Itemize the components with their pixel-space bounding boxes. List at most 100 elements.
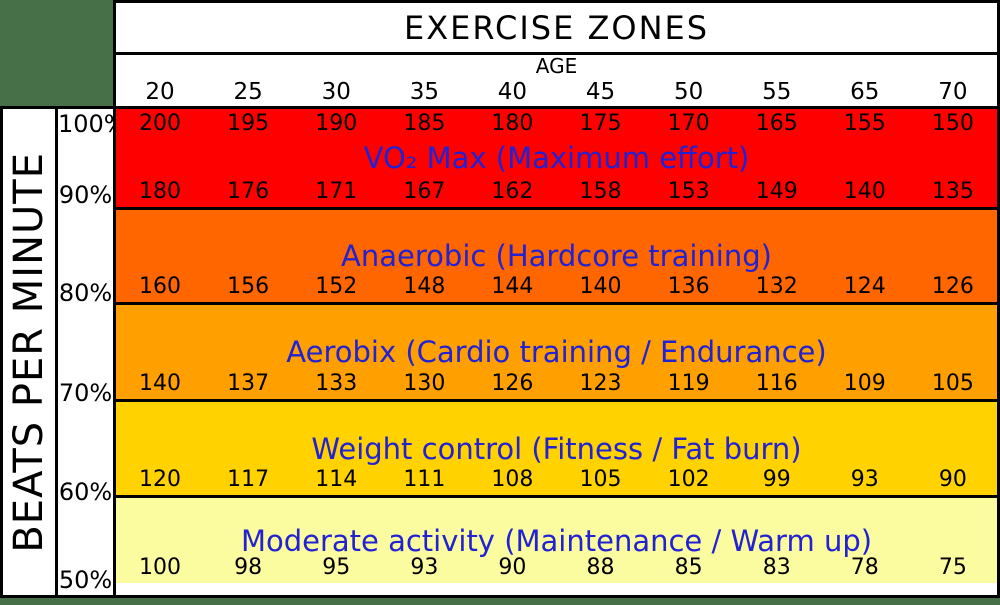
bpm-value: 105	[579, 467, 622, 492]
bpm-value: 111	[403, 467, 446, 492]
zone-band: Aerobix (Cardio training / Endurance) 140…	[116, 305, 997, 402]
bpm-value: 126	[491, 371, 534, 396]
bpm-value: 176	[227, 179, 270, 204]
bpm-value: 165	[755, 111, 798, 136]
bpm-value: 100	[139, 555, 182, 580]
bpm-value: 156	[227, 274, 270, 299]
bpm-value: 126	[931, 274, 974, 299]
bpm-value: 162	[491, 179, 534, 204]
percent-label: 60%	[58, 478, 113, 506]
bpm-value: 114	[315, 467, 358, 492]
y-axis: BEATS PER MINUTE	[0, 106, 58, 598]
bpm-value: 130	[403, 371, 446, 396]
bpm-value: 85	[674, 555, 703, 580]
bpm-value: 180	[491, 111, 534, 136]
bpm-value: 98	[234, 555, 263, 580]
age-tick-label: 65	[850, 78, 880, 105]
age-tick-label: 25	[233, 78, 263, 105]
bpm-value: 185	[403, 111, 446, 136]
bpm-value: 175	[579, 111, 622, 136]
bpm-value: 93	[850, 467, 879, 492]
zone-band: Moderate activity (Maintenance / Warm up…	[116, 498, 997, 583]
bpm-value: 140	[139, 371, 182, 396]
age-tick-label: 40	[497, 78, 528, 105]
bpm-value: 108	[491, 467, 534, 492]
age-tick-label: 30	[321, 78, 351, 105]
bpm-value: 88	[586, 555, 615, 580]
age-header: AGE 20 25 30 35 40 45 50 55 65 70	[113, 52, 1000, 109]
bpm-value: 90	[938, 467, 967, 492]
percent-label: 90%	[58, 181, 113, 209]
bpm-value: 116	[755, 371, 798, 396]
bpm-value: 153	[667, 179, 710, 204]
bpm-value: 93	[410, 555, 439, 580]
bpm-value: 190	[315, 111, 358, 136]
bpm-value: 150	[931, 111, 974, 136]
page-title: EXERCISE ZONES	[403, 8, 710, 47]
bpm-value: 109	[843, 371, 886, 396]
bpm-value: 140	[843, 179, 886, 204]
age-tick-label: 20	[145, 78, 175, 105]
bpm-value: 160	[139, 274, 182, 299]
bpm-value-row: 120 117 114 111 108 105 102 99 93 90	[116, 467, 997, 493]
percent-label: 50%	[58, 566, 113, 594]
bpm-value: 167	[403, 179, 446, 204]
bpm-value: 105	[931, 371, 974, 396]
bpm-value: 144	[491, 274, 534, 299]
bpm-value: 180	[139, 179, 182, 204]
zone-title: Weight control (Fitness / Fat burn)	[311, 431, 802, 466]
age-tick-label: 35	[409, 78, 439, 105]
bpm-value: 135	[931, 179, 974, 204]
bpm-value: 124	[843, 274, 886, 299]
bpm-value: 95	[322, 555, 351, 580]
bpm-value: 133	[315, 371, 358, 396]
bpm-value: 136	[667, 274, 710, 299]
bpm-value: 132	[755, 274, 798, 299]
bpm-value: 119	[667, 371, 710, 396]
zone-title: Aerobix (Cardio training / Endurance)	[286, 335, 827, 369]
zone-title: VO₂ Max (Maximum effort)	[363, 141, 750, 175]
bpm-value: 123	[579, 371, 622, 396]
percent-label: 100%	[58, 110, 127, 138]
zone-band: VO₂ Max (Maximum effort) 200 195 190 185 180 1…	[116, 109, 997, 210]
bpm-value: 117	[227, 467, 270, 492]
bpm-value: 158	[579, 179, 622, 204]
bpm-value: 120	[139, 467, 182, 492]
zone-band: Weight control (Fitness / Fat burn) 120 11…	[116, 402, 997, 498]
bpm-value: 170	[667, 111, 710, 136]
bpm-value: 137	[227, 371, 270, 396]
percent-column: 100% 90% 80% 70% 60% 50%	[55, 106, 127, 598]
bpm-value-row: 140 137 133 130 126 123 119 116 109 105	[116, 371, 997, 397]
age-axis-label: AGE	[535, 54, 578, 78]
bpm-value: 99	[762, 467, 791, 492]
bpm-value-row: 180 176 171 167 162 158 153 149 140 135	[116, 179, 997, 205]
bpm-value: 195	[227, 111, 270, 136]
age-tick-label: 70	[938, 78, 968, 105]
bpm-value-row: 100 98 95 93 90 88 85 83 78 75	[116, 555, 997, 581]
percent-label: 80%	[58, 279, 113, 307]
zone-title: Anaerobic (Hardcore training)	[341, 239, 772, 273]
bpm-value-row: 160 156 152 148 144 140 136 132 124 126	[116, 274, 997, 300]
bpm-value: 140	[579, 274, 622, 299]
y-axis-label: BEATS PER MINUTE	[6, 151, 52, 553]
bpm-value: 171	[315, 179, 358, 204]
bpm-value: 83	[762, 555, 791, 580]
bpm-value: 200	[139, 111, 182, 136]
age-tick-row: 20 25 30 35 40 45 50 55 65 70	[116, 77, 997, 106]
bpm-value: 152	[315, 274, 358, 299]
age-tick-label: 45	[585, 78, 616, 105]
bpm-value: 149	[755, 179, 798, 204]
bpm-value-row: 200 195 190 185 180 175 170 165 155 150	[116, 111, 997, 137]
age-tick-label: 55	[762, 78, 792, 105]
zones-table: VO₂ Max (Maximum effort) 200 195 190 185 180 1…	[113, 106, 1000, 598]
bpm-value: 90	[498, 555, 527, 580]
bpm-value: 155	[843, 111, 886, 136]
bpm-value: 78	[850, 555, 879, 580]
age-tick-label: 50	[673, 78, 704, 105]
bpm-value: 148	[403, 274, 446, 299]
zone-title: Moderate activity (Maintenance / Warm up…	[240, 523, 873, 558]
table-header: EXERCISE ZONES	[113, 0, 1000, 55]
zone-band: Anaerobic (Hardcore training) 160 156 152 14…	[116, 210, 997, 305]
percent-label: 70%	[58, 379, 113, 407]
